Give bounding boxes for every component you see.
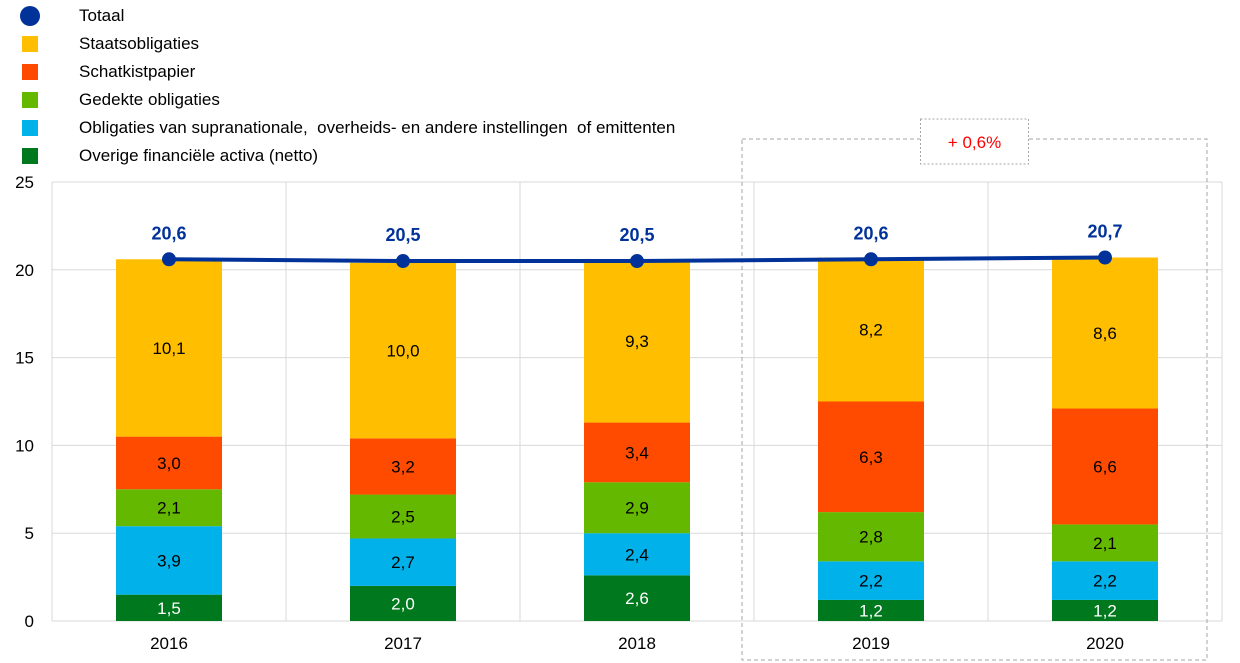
bar-value-label: 8,6 <box>1093 324 1117 343</box>
legend-item: Staatsobligaties <box>22 30 675 58</box>
bar-value-label: 2,7 <box>391 553 415 572</box>
bar-segment <box>818 561 924 600</box>
bar-segment <box>1052 408 1158 525</box>
bar-segment <box>350 438 456 495</box>
y-tick-label: 0 <box>25 612 34 631</box>
bar-segment <box>116 594 222 621</box>
bar-segment <box>818 257 924 402</box>
total-value-label: 20,7 <box>1087 222 1122 242</box>
y-tick-label: 15 <box>15 349 34 368</box>
bar-segment <box>1052 524 1158 562</box>
bar-segment <box>1052 599 1158 621</box>
legend-label: Totaal <box>79 6 125 25</box>
total-marker <box>396 254 410 269</box>
legend-item: Gedekte obligaties <box>22 86 675 114</box>
bar-value-label: 2,5 <box>391 508 415 527</box>
annotation-box <box>920 118 1029 165</box>
stacked-bars: 1,5 3,9 2,1 3,0 10,1 2,0 2,7 2,5 3,2 10,0 2,6 2,4 2,… <box>116 257 1158 621</box>
total-value-label: 20,6 <box>853 223 888 243</box>
bar-segment <box>1052 257 1158 409</box>
bar-segment <box>116 489 222 527</box>
bar-segment <box>350 494 456 539</box>
bar-segment <box>116 259 222 437</box>
bar-value-label: 6,3 <box>859 448 883 467</box>
bar-segment <box>584 482 690 534</box>
bar-segment <box>584 533 690 576</box>
y-tick-label: 20 <box>15 261 34 280</box>
legend-label: Obligaties van supranationale, overheids… <box>79 118 676 137</box>
legend-swatch <box>22 92 38 108</box>
bar-value-label: 2,2 <box>859 572 883 591</box>
bar-segment <box>350 262 456 439</box>
bar-segment <box>818 401 924 513</box>
total-value-label: 20,6 <box>151 223 186 243</box>
legend-marker-circle <box>20 6 40 26</box>
legend-swatch <box>22 148 38 164</box>
total-value-label: 20,5 <box>385 225 420 245</box>
legend-item: Overige financiële activa (netto) <box>22 142 675 170</box>
legend-item: Obligaties van supranationale, overheids… <box>22 114 675 142</box>
bar-value-label: 3,9 <box>157 551 181 570</box>
legend-swatch <box>22 64 38 80</box>
legend-label: Overige financiële activa (netto) <box>79 146 319 165</box>
bar-value-label: 10,1 <box>152 339 185 358</box>
bar-segment <box>584 259 690 423</box>
annotation-label: + 0,6% <box>948 133 1001 152</box>
legend-label: Gedekte obligaties <box>79 90 220 109</box>
legend-item: Totaal <box>20 2 675 30</box>
bar-value-label: 9,3 <box>625 332 649 351</box>
x-tick-label: 2017 <box>384 634 422 653</box>
bar-value-label: 2,8 <box>859 528 883 547</box>
bar-value-label: 2,4 <box>625 545 649 564</box>
x-axis: 2016 2017 2018 2019 2020 <box>150 634 1124 653</box>
legend-label: Schatkistpapier <box>79 62 196 81</box>
y-tick-label: 5 <box>25 524 34 543</box>
y-tick-label: 10 <box>15 436 34 455</box>
legend-item: Schatkistpapier <box>22 58 675 86</box>
bar-value-label: 3,2 <box>391 457 415 476</box>
bar-value-label: 2,6 <box>625 589 649 608</box>
total-marker <box>1098 250 1112 265</box>
bar-segment <box>350 585 456 621</box>
bar-value-label: 2,1 <box>1093 534 1117 553</box>
bar-value-label: 1,2 <box>1093 601 1117 620</box>
bar-value-label: 2,2 <box>1093 572 1117 591</box>
legend-label: Staatsobligaties <box>79 34 200 53</box>
bar-segment <box>818 512 924 562</box>
total-marker <box>630 254 644 269</box>
bar-value-label: 2,9 <box>625 499 649 518</box>
bar-segment <box>1052 561 1158 600</box>
x-tick-label: 2019 <box>852 634 890 653</box>
legend-swatch <box>22 120 38 136</box>
bar-segment <box>350 538 456 586</box>
bar-value-label: 1,5 <box>157 599 181 618</box>
highlight-box: + 0,6% <box>741 118 1208 661</box>
bar-value-label: 1,2 <box>859 601 883 620</box>
x-tick-label: 2020 <box>1086 634 1124 653</box>
bar-segment <box>584 422 690 483</box>
bar-value-label: 3,0 <box>157 454 181 473</box>
bar-segment <box>116 526 222 595</box>
x-tick-label: 2016 <box>150 634 188 653</box>
bar-value-label: 2,0 <box>391 594 415 613</box>
y-axis: 0 5 10 15 20 25 <box>15 173 34 631</box>
total-marker <box>162 252 176 267</box>
bar-segment <box>116 436 222 490</box>
bar-value-label: 2,1 <box>157 499 181 518</box>
bar-value-label: 6,6 <box>1093 457 1117 476</box>
y-tick-label: 25 <box>15 173 34 192</box>
x-tick-label: 2018 <box>618 634 656 653</box>
bar-value-label: 10,0 <box>386 342 419 361</box>
total-value-label: 20,5 <box>619 225 654 245</box>
bar-value-label: 3,4 <box>625 443 649 462</box>
bar-segment <box>818 599 924 621</box>
total-marker <box>864 252 878 267</box>
bar-segment <box>584 575 690 621</box>
legend: Totaal Staatsobligaties Schatkistpapier Ged… <box>20 2 675 170</box>
bar-value-label: 8,2 <box>859 321 883 340</box>
total-line-series: 20,6 20,5 20,5 20,6 20,7 <box>151 222 1123 269</box>
legend-swatch <box>22 36 38 52</box>
